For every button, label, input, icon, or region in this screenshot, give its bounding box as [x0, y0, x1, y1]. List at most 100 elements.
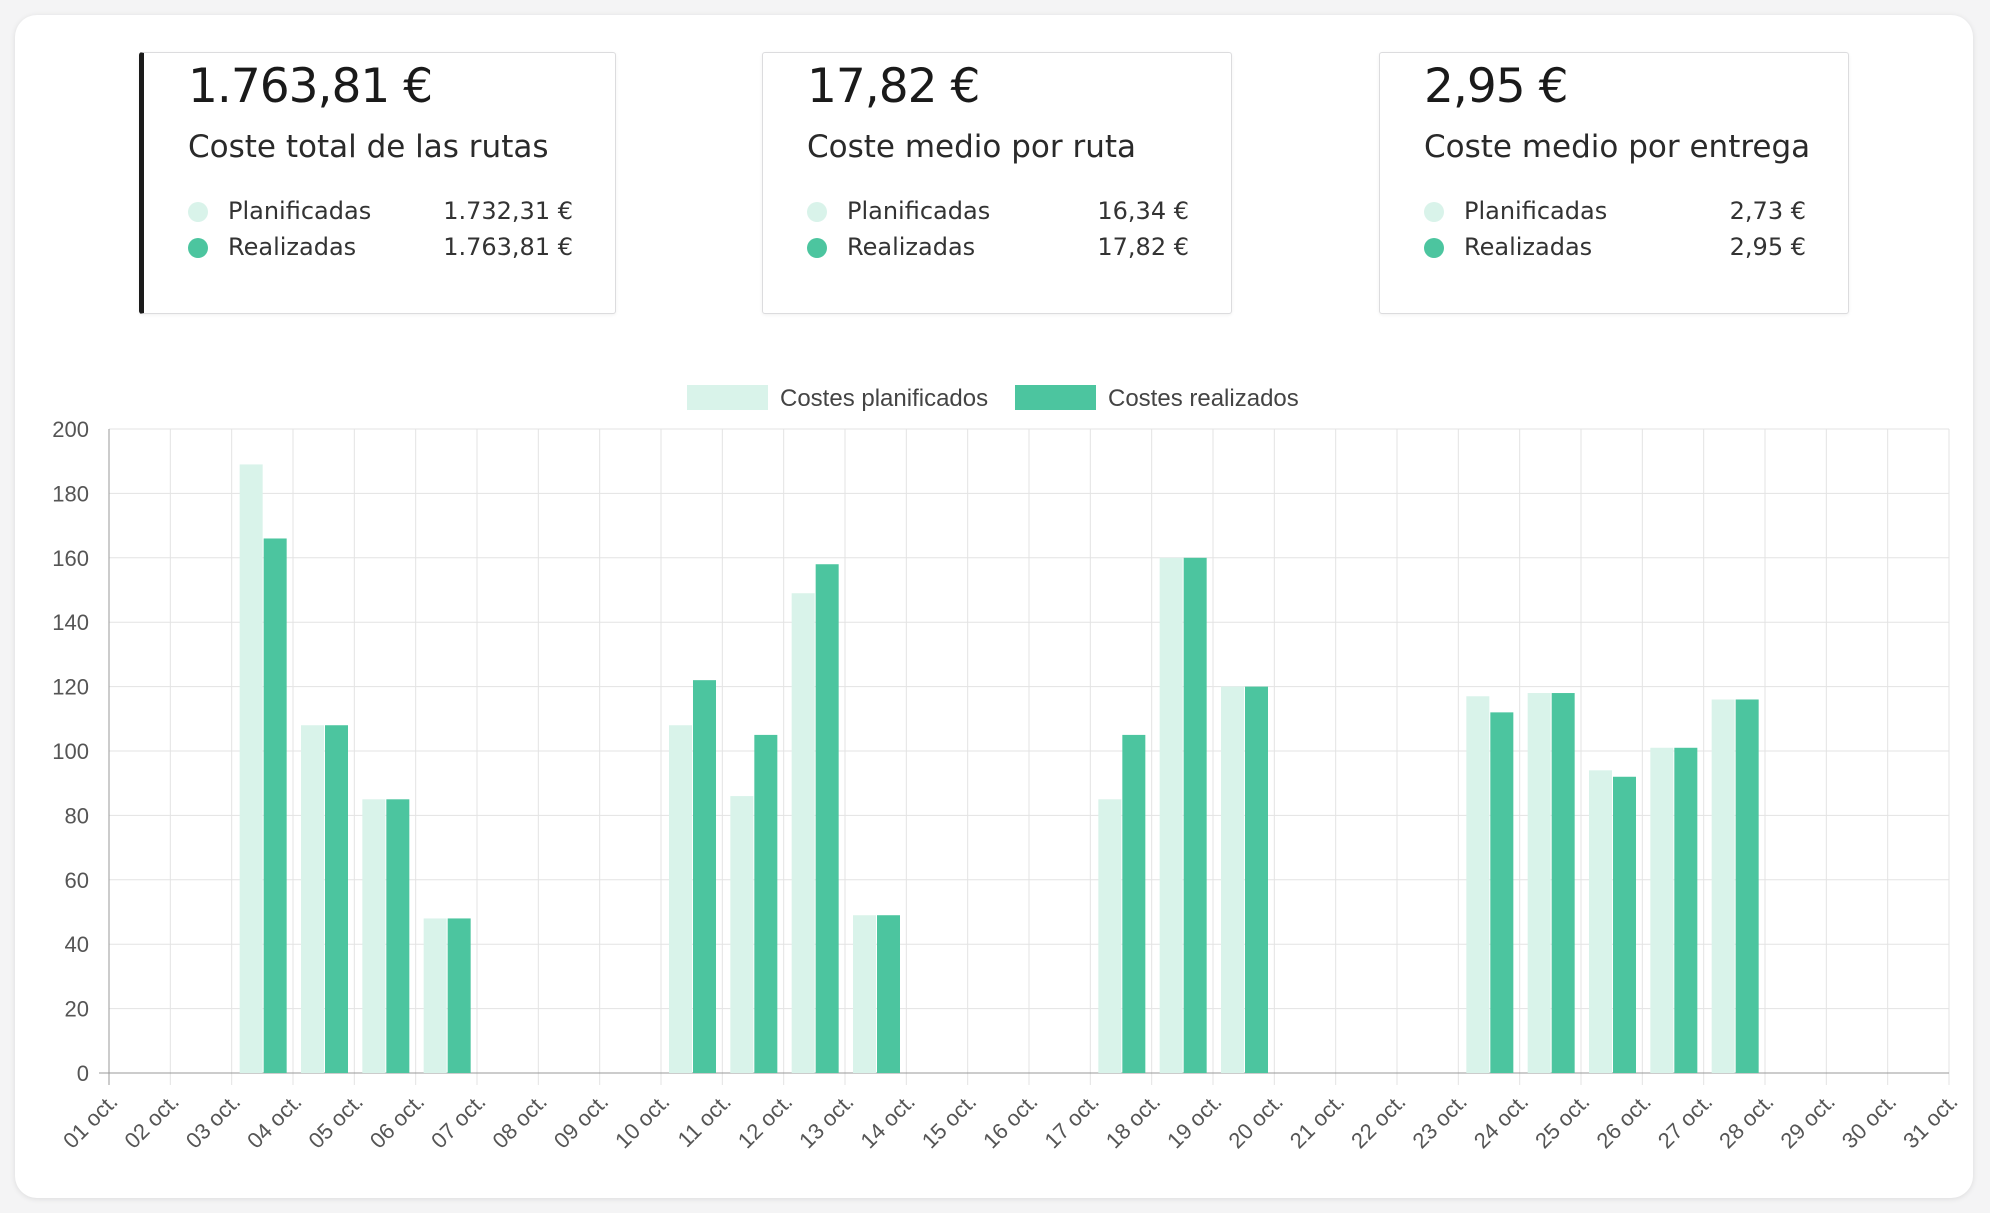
y-tick-label: 200	[52, 417, 89, 442]
card-total-cost[interactable]: 1.763,81 € Coste total de las rutas Plan…	[139, 52, 616, 314]
x-tick-label: 30 oct.	[1837, 1089, 1901, 1153]
bar-planned	[1098, 799, 1122, 1073]
bar-realized	[1613, 776, 1636, 1073]
y-tick-label: 20	[65, 997, 89, 1022]
bar-realized	[1674, 747, 1698, 1073]
x-tick-label: 19 oct.	[1162, 1089, 1226, 1153]
x-tick-label: 27 oct.	[1653, 1089, 1717, 1153]
row-amount: 16,34 €	[1097, 197, 1189, 225]
bar-planned	[791, 593, 815, 1073]
x-tick-label: 06 oct.	[365, 1089, 429, 1153]
y-tick-label: 60	[65, 868, 89, 893]
bar-planned	[669, 725, 692, 1073]
x-tick-label: 02 oct.	[119, 1089, 183, 1153]
card-label: Coste total de las rutas	[188, 129, 549, 165]
x-tick-label: 10 oct.	[610, 1089, 674, 1153]
bar-realized	[1551, 693, 1575, 1073]
x-tick-label: 18 oct.	[1101, 1089, 1165, 1153]
y-tick-label: 140	[52, 610, 89, 635]
y-tick-label: 0	[77, 1061, 89, 1086]
realized-legend-dot	[807, 238, 827, 258]
bar-planned	[239, 464, 263, 1073]
x-tick-label: 07 oct.	[426, 1089, 490, 1153]
bar-realized	[1183, 557, 1207, 1073]
x-tick-label: 12 oct.	[733, 1089, 797, 1153]
y-tick-label: 160	[52, 546, 89, 571]
bar-planned	[362, 799, 386, 1073]
bar-planned	[1466, 696, 1490, 1073]
legend-swatch-realized	[1015, 385, 1096, 410]
legend-swatch-planned	[687, 385, 768, 410]
bar-planned	[1221, 686, 1244, 1073]
bar-planned	[1159, 557, 1183, 1073]
row-amount: 1.763,81 €	[443, 233, 573, 261]
bar-realized	[1245, 686, 1268, 1073]
row-name: Realizadas	[847, 233, 976, 261]
bar-realized	[1735, 699, 1759, 1073]
planned-legend-dot	[1424, 202, 1444, 222]
row-amount: 1.732,31 €	[443, 197, 573, 225]
card-label: Coste medio por entrega	[1424, 129, 1811, 165]
bar-realized	[263, 538, 287, 1073]
row-amount: 17,82 €	[1097, 233, 1189, 261]
bar-realized	[386, 799, 410, 1073]
x-tick-label: 14 oct.	[855, 1089, 919, 1153]
card-row-planned: Planificadas 16,34 €	[807, 195, 1189, 229]
card-avg-cost-route[interactable]: 17,82 € Coste medio por ruta Planificada…	[762, 52, 1232, 314]
bar-planned	[301, 725, 324, 1073]
y-tick-label: 100	[52, 739, 89, 764]
row-name: Planificadas	[1464, 197, 1608, 225]
x-tick-label: 09 oct.	[549, 1089, 613, 1153]
card-value: 1.763,81 €	[188, 59, 433, 114]
realized-legend-dot	[1424, 238, 1444, 258]
row-name: Realizadas	[1464, 233, 1593, 261]
bar-realized	[815, 564, 839, 1073]
row-name: Realizadas	[228, 233, 357, 261]
bar-realized	[754, 734, 778, 1073]
card-row-planned: Planificadas 2,73 €	[1424, 195, 1806, 229]
x-tick-label: 23 oct.	[1407, 1089, 1471, 1153]
bar-planned	[1711, 699, 1735, 1073]
bar-realized	[1122, 734, 1146, 1073]
x-tick-label: 15 oct.	[917, 1089, 981, 1153]
legend-label-realized: Costes realizados	[1108, 385, 1299, 412]
card-label: Coste medio por ruta	[807, 129, 1137, 165]
x-tick-label: 11 oct.	[673, 1089, 736, 1152]
bar-realized	[447, 918, 471, 1073]
y-tick-label: 80	[65, 803, 89, 828]
x-tick-label: 08 oct.	[487, 1089, 551, 1153]
x-tick-label: 17 oct.	[1039, 1089, 1103, 1153]
x-tick-label: 29 oct.	[1775, 1089, 1839, 1153]
bar-planned	[1527, 693, 1551, 1073]
legend-label-planned: Costes planificados	[780, 385, 988, 412]
row-name: Planificadas	[847, 197, 991, 225]
x-tick-label: 28 oct.	[1714, 1089, 1778, 1153]
card-row-realized: Realizadas 2,95 €	[1424, 231, 1806, 265]
x-tick-label: 20 oct.	[1223, 1089, 1287, 1153]
card-row-realized: Realizadas 1.763,81 €	[188, 231, 573, 265]
x-tick-label: 13 oct.	[794, 1089, 858, 1153]
card-value: 17,82 €	[807, 59, 980, 114]
x-tick-label: 25 oct.	[1530, 1089, 1594, 1153]
planned-legend-dot	[807, 202, 827, 222]
card-avg-cost-delivery[interactable]: 2,95 € Coste medio por entrega Planifica…	[1379, 52, 1849, 314]
x-tick-label: 01 oct.	[58, 1089, 122, 1153]
card-row-realized: Realizadas 17,82 €	[807, 231, 1189, 265]
bar-planned	[1650, 747, 1674, 1073]
y-tick-label: 120	[52, 675, 89, 700]
row-name: Planificadas	[228, 197, 372, 225]
x-tick-label: 26 oct.	[1591, 1089, 1655, 1153]
y-tick-label: 40	[65, 932, 89, 957]
bar-realized	[877, 915, 900, 1073]
x-tick-label: 24 oct.	[1469, 1089, 1533, 1153]
bar-planned	[730, 796, 754, 1073]
x-tick-label: 16 oct.	[978, 1089, 1042, 1153]
bar-realized	[325, 725, 348, 1073]
row-amount: 2,73 €	[1729, 197, 1806, 225]
x-tick-label: 03 oct.	[181, 1089, 245, 1153]
x-tick-label: 21 oct.	[1285, 1089, 1349, 1153]
x-tick-label: 05 oct.	[303, 1089, 367, 1153]
bar-realized	[693, 680, 716, 1073]
card-row-planned: Planificadas 1.732,31 €	[188, 195, 573, 229]
